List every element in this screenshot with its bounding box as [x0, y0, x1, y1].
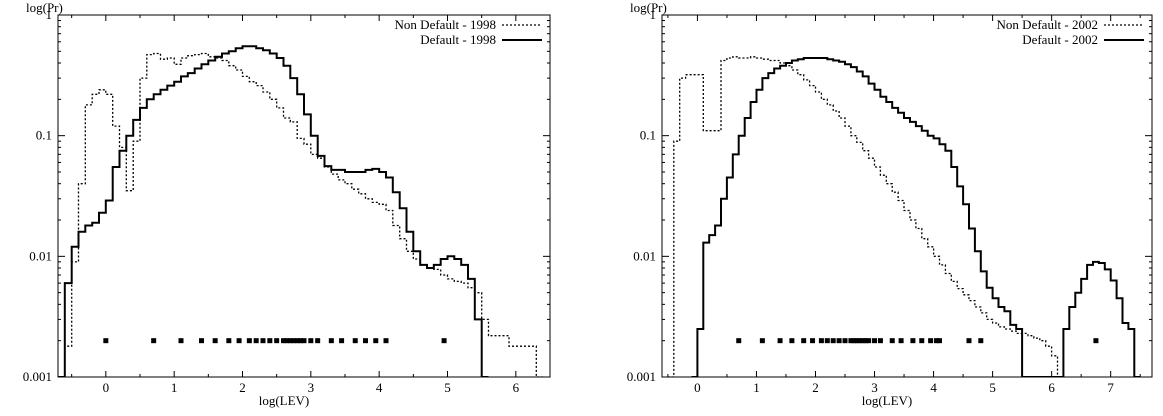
scatter-point: [267, 338, 273, 344]
x-tick-label: 0: [103, 380, 110, 395]
scatter-point: [854, 338, 860, 344]
series-line-default: [58, 45, 489, 377]
scatter-point: [801, 338, 807, 344]
series-line-non-default: [667, 56, 1064, 377]
legend-label: Default - 1998: [420, 32, 496, 47]
legend-label: Non Default - 2002: [997, 17, 1098, 32]
scatter-point: [836, 338, 842, 344]
x-tick-label: 3: [308, 380, 315, 395]
scatter-point: [934, 338, 940, 344]
scatter-point: [246, 338, 252, 344]
scatter-point: [863, 338, 869, 344]
scatter-point: [291, 338, 297, 344]
x-tick-label: 2: [239, 380, 246, 395]
scatter-point: [860, 338, 866, 344]
scatter-point: [199, 338, 204, 344]
x-tick-label: 0: [694, 380, 701, 395]
scatter-point: [877, 338, 883, 344]
x-tick-label: 6: [1048, 380, 1055, 395]
x-tick-label: 5: [989, 380, 996, 395]
scatter-point: [736, 338, 742, 344]
scatter-point: [294, 338, 300, 344]
scatter-point: [759, 338, 765, 344]
scatter-point: [898, 338, 904, 344]
scatter-point: [910, 338, 916, 344]
scatter-point: [284, 338, 290, 344]
scatter-point: [236, 338, 242, 344]
scatter-point: [777, 338, 783, 344]
plot-frame: [57, 14, 551, 378]
x-tick-label: 7: [1107, 380, 1114, 395]
scatter-point: [848, 338, 854, 344]
scatter-point: [212, 338, 218, 344]
y-tick-label: 0.01: [633, 248, 656, 263]
x-tick-label: 2: [812, 380, 819, 395]
scatter-point: [308, 338, 314, 344]
scatter-point: [274, 338, 280, 344]
scatter-point: [830, 338, 836, 344]
y-tick-label: 0.1: [36, 128, 52, 143]
scatter-point: [301, 338, 307, 344]
scatter-point: [383, 338, 389, 344]
x-tick-label: 5: [444, 380, 451, 395]
x-tick-label: 1: [171, 380, 178, 395]
scatter-point: [226, 338, 232, 344]
scatter-point: [373, 338, 379, 344]
scatter-point: [281, 338, 286, 344]
scatter-point: [857, 338, 863, 344]
scatter-point: [842, 338, 848, 344]
scatter-point: [978, 338, 984, 344]
y-tick-label: 1: [650, 7, 657, 22]
scatter-point: [441, 338, 447, 344]
scatter-point: [928, 338, 934, 344]
scatter-point: [1093, 338, 1099, 344]
x-tick-label: 4: [930, 380, 937, 395]
scatter-point: [328, 338, 334, 344]
scatter-point: [178, 338, 184, 344]
legend-label: Default - 2002: [1022, 32, 1098, 47]
x-tick-label: 1: [753, 380, 760, 395]
y-tick-label: 0.1: [640, 128, 656, 143]
scatter-point: [919, 338, 925, 344]
x-tick-label: 4: [376, 380, 383, 395]
y-tick-label: 0.001: [627, 369, 656, 384]
scatter-point: [818, 338, 824, 344]
scatter-point: [253, 338, 259, 344]
scatter-point: [851, 338, 857, 344]
x-tick-label: 3: [871, 380, 878, 395]
y-tick-label: 0.01: [29, 248, 52, 263]
scatter-point: [151, 338, 157, 344]
scatter-point: [866, 338, 872, 344]
series-line-default: [691, 57, 1141, 377]
scatter-point: [260, 338, 266, 344]
scatter-point: [789, 338, 795, 344]
scatter-point: [824, 338, 830, 344]
y-tick-label: 0.001: [23, 369, 52, 384]
scatter-point: [936, 338, 942, 344]
x-axis-label: log(LEV): [259, 393, 310, 408]
plot-frame: [661, 14, 1153, 378]
scatter-point: [287, 338, 293, 344]
series-line-non-default: [58, 52, 544, 377]
scatter-point: [872, 338, 878, 344]
chart-panel-1: 0 1 2 3 4 5 6 0.001 0.01 0.1 1 log(LEV) log(Pr) Non D…: [23, 0, 551, 408]
scatter-point: [315, 338, 321, 344]
x-axis-label: log(LEV): [862, 393, 913, 408]
legend-label: Non Default - 1998: [395, 17, 496, 32]
y-tick-label: 1: [46, 7, 53, 22]
scatter-point: [966, 338, 972, 344]
scatter-point: [810, 338, 816, 344]
y-axis-label: log(Pr): [630, 0, 667, 15]
chart-panel-2: 0 1 2 3 4 5 6 7 0.001 0.01 0.1 1 log(LEV) log(Pr) Non …: [627, 0, 1153, 408]
scatter-point: [889, 338, 895, 344]
y-axis-label: log(Pr): [26, 0, 63, 15]
scatter-point: [339, 338, 345, 344]
scatter-point: [363, 338, 368, 344]
x-tick-label: 6: [513, 380, 520, 395]
scatter-point: [352, 338, 358, 344]
scatter-point: [103, 338, 109, 344]
scatter-point: [298, 338, 304, 344]
